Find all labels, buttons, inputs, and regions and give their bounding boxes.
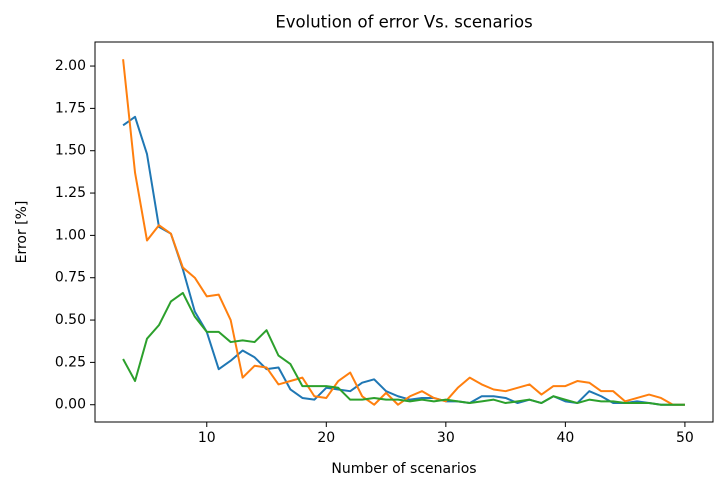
y-tick-label: 1.50	[55, 143, 86, 159]
series-line	[122, 115, 685, 406]
series-line	[122, 59, 685, 406]
chart-title: Evolution of error Vs. scenarios	[275, 13, 532, 32]
x-tick-label: 10	[198, 430, 216, 446]
y-tick-label: 0.25	[55, 354, 86, 370]
x-axis-label: Number of scenarios	[331, 461, 476, 477]
y-axis-label: Error [%]	[14, 201, 30, 264]
x-tick-label: 20	[317, 430, 335, 446]
x-tick-label: 40	[556, 430, 574, 446]
x-tick-label: 50	[676, 430, 694, 446]
y-tick-label: 0.00	[55, 397, 86, 413]
series-line	[122, 291, 685, 406]
y-tick-label: 1.75	[55, 100, 86, 116]
y-tick-label: 0.50	[55, 312, 86, 328]
plot-frame	[94, 41, 714, 423]
y-tick-label: 2.00	[55, 58, 86, 74]
x-tick-label: 30	[437, 430, 455, 446]
y-tick-label: 0.75	[55, 270, 86, 286]
y-tick-label: 1.00	[55, 227, 86, 243]
y-tick-label: 1.25	[55, 185, 86, 201]
